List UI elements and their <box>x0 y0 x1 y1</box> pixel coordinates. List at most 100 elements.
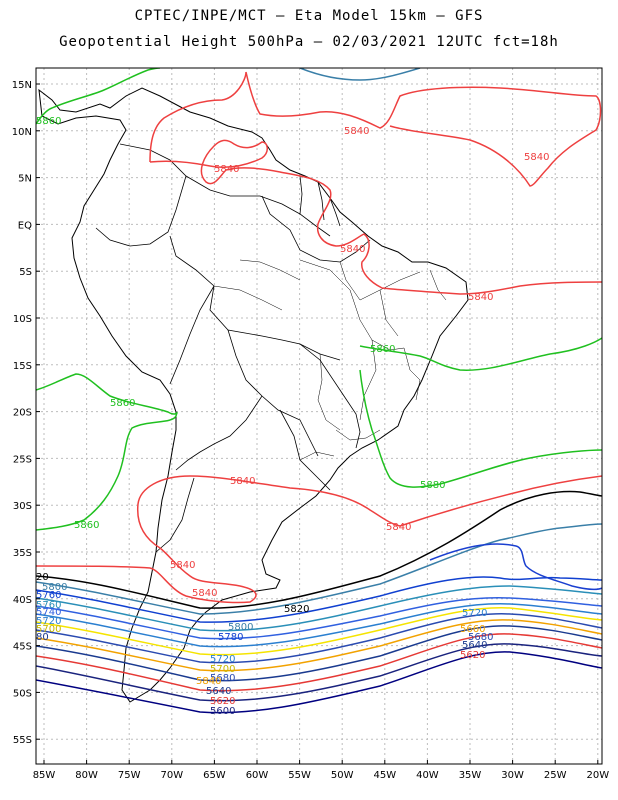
contour-5760 <box>36 585 602 632</box>
contour-label: 5620 <box>210 696 235 707</box>
contour-label: 5780 <box>218 632 243 643</box>
contour-label: 5680 <box>468 632 493 643</box>
lat-label: 30S <box>13 501 32 512</box>
contour-label: 5840 <box>340 244 365 255</box>
lat-label: 10N <box>12 127 32 138</box>
contour-label: 5800 <box>228 622 253 633</box>
contour-label: 5720 <box>36 616 61 627</box>
lon-label: 30W <box>501 770 524 781</box>
contour-label: 5840 <box>230 476 255 487</box>
lat-label: EQ <box>18 220 32 231</box>
lat-label: 50S <box>13 688 32 699</box>
contour-5800-b <box>429 543 602 591</box>
contour-5880 <box>359 369 602 488</box>
lat-label: 45S <box>13 642 32 653</box>
contour-label: 5840 <box>196 676 221 687</box>
contour-5600 <box>36 643 602 702</box>
lat-label: 5N <box>18 174 32 185</box>
contour-5680 <box>36 613 602 664</box>
contour-label: 5600 <box>210 706 235 717</box>
country-borders <box>95 143 371 553</box>
contour-5580 <box>36 651 602 714</box>
lon-label: 35W <box>459 770 482 781</box>
lon-label: 50W <box>331 770 354 781</box>
contour-5620 <box>36 633 602 692</box>
contour-5800 <box>36 523 602 615</box>
contour-5640 <box>36 625 602 682</box>
contour-label: 5840 <box>344 126 369 137</box>
contour-5840-north <box>149 71 602 187</box>
contour-label: 5880 <box>420 480 445 491</box>
contour-label: 5760 <box>36 600 61 611</box>
map-subtitle: Geopotential Height 500hPa – 02/03/2021 … <box>59 34 559 50</box>
contour-label: 5840 <box>214 164 239 175</box>
contour-label: 5620 <box>460 650 485 661</box>
lon-label: 60W <box>246 770 269 781</box>
longitude-labels: 85W 80W 75W 70W 65W 60W 55W 50W 45W 40W 35W 30W 25W 2… <box>33 770 610 781</box>
lon-label: 55W <box>288 770 311 781</box>
contour-label: 5840 <box>192 588 217 599</box>
contour-5740 <box>36 596 602 640</box>
contour-5860-mid <box>36 373 178 531</box>
contour-label: 5840 <box>386 522 411 533</box>
contour-label: 5740 <box>36 607 61 618</box>
contour-label: 5640 <box>206 686 231 697</box>
contour-5840-inner <box>149 139 602 295</box>
lon-label: 25W <box>544 770 567 781</box>
contour-5860-north <box>36 68 161 125</box>
contour-5720 <box>36 602 602 648</box>
contour-label: 5700 <box>210 664 235 675</box>
contour-label: 20 <box>36 572 49 583</box>
map-frame <box>35 67 603 765</box>
contour-label: 5860 <box>36 116 61 127</box>
contour-label: 5840 <box>468 292 493 303</box>
contour-label: 5820 <box>284 604 309 615</box>
lat-label: 40S <box>13 595 32 606</box>
lon-label: 45W <box>373 770 396 781</box>
axis-ticks <box>36 83 599 764</box>
contour-5700 <box>36 607 602 656</box>
lat-label: 35S <box>13 548 32 559</box>
latitude-labels: 15N 10N 5N EQ 5S 10S 15S 20S 25S 30S 35S 40S 45S 50S 5… <box>12 80 32 746</box>
contour-5840-south <box>36 475 602 604</box>
state-borders <box>213 259 447 461</box>
height-contours <box>36 68 602 714</box>
contour-label: 5720 <box>210 654 235 665</box>
lon-label: 75W <box>118 770 141 781</box>
contour-label: 5660 <box>460 624 485 635</box>
contour-label: 5700 <box>36 624 61 635</box>
lat-label: 5S <box>19 267 32 278</box>
contour-labels: 5840 5840 5840 5840 5840 5840 5840 5840 … <box>36 116 549 717</box>
map-title: CPTEC/INPE/MCT – Eta Model 15km – GFS <box>134 8 484 24</box>
contour-label: 5860 <box>74 520 99 531</box>
lon-label: 70W <box>160 770 183 781</box>
lat-label: 25S <box>13 454 32 465</box>
contour-label: 80 <box>36 632 49 643</box>
contour-5860-top <box>299 68 421 81</box>
lat-label: 10S <box>13 314 32 325</box>
lat-label: 15N <box>12 80 32 91</box>
contour-label: 5640 <box>462 640 487 651</box>
contour-5860-east <box>359 337 602 371</box>
contour-5820 <box>36 490 602 609</box>
contour-label: 5840 <box>524 152 549 163</box>
continent-outline <box>38 87 469 703</box>
lon-label: 80W <box>75 770 98 781</box>
contour-5780 <box>36 576 602 623</box>
contour-label: 5860 <box>110 398 135 409</box>
contour-label: 5760 <box>36 590 61 601</box>
lat-label: 15S <box>13 361 32 372</box>
lat-label: 55S <box>13 735 32 746</box>
contour-5660 <box>36 619 602 672</box>
lat-label: 20S <box>13 408 32 419</box>
contour-label: 5840 <box>170 560 195 571</box>
lon-label: 40W <box>416 770 439 781</box>
contour-label: 5680 <box>210 673 235 684</box>
contour-label: 5720 <box>462 608 487 619</box>
lon-label: 85W <box>33 770 56 781</box>
contour-label: 5860 <box>370 344 395 355</box>
contour-label: 5800 <box>42 582 67 593</box>
lon-label: 20W <box>586 770 609 781</box>
lon-label: 65W <box>203 770 226 781</box>
